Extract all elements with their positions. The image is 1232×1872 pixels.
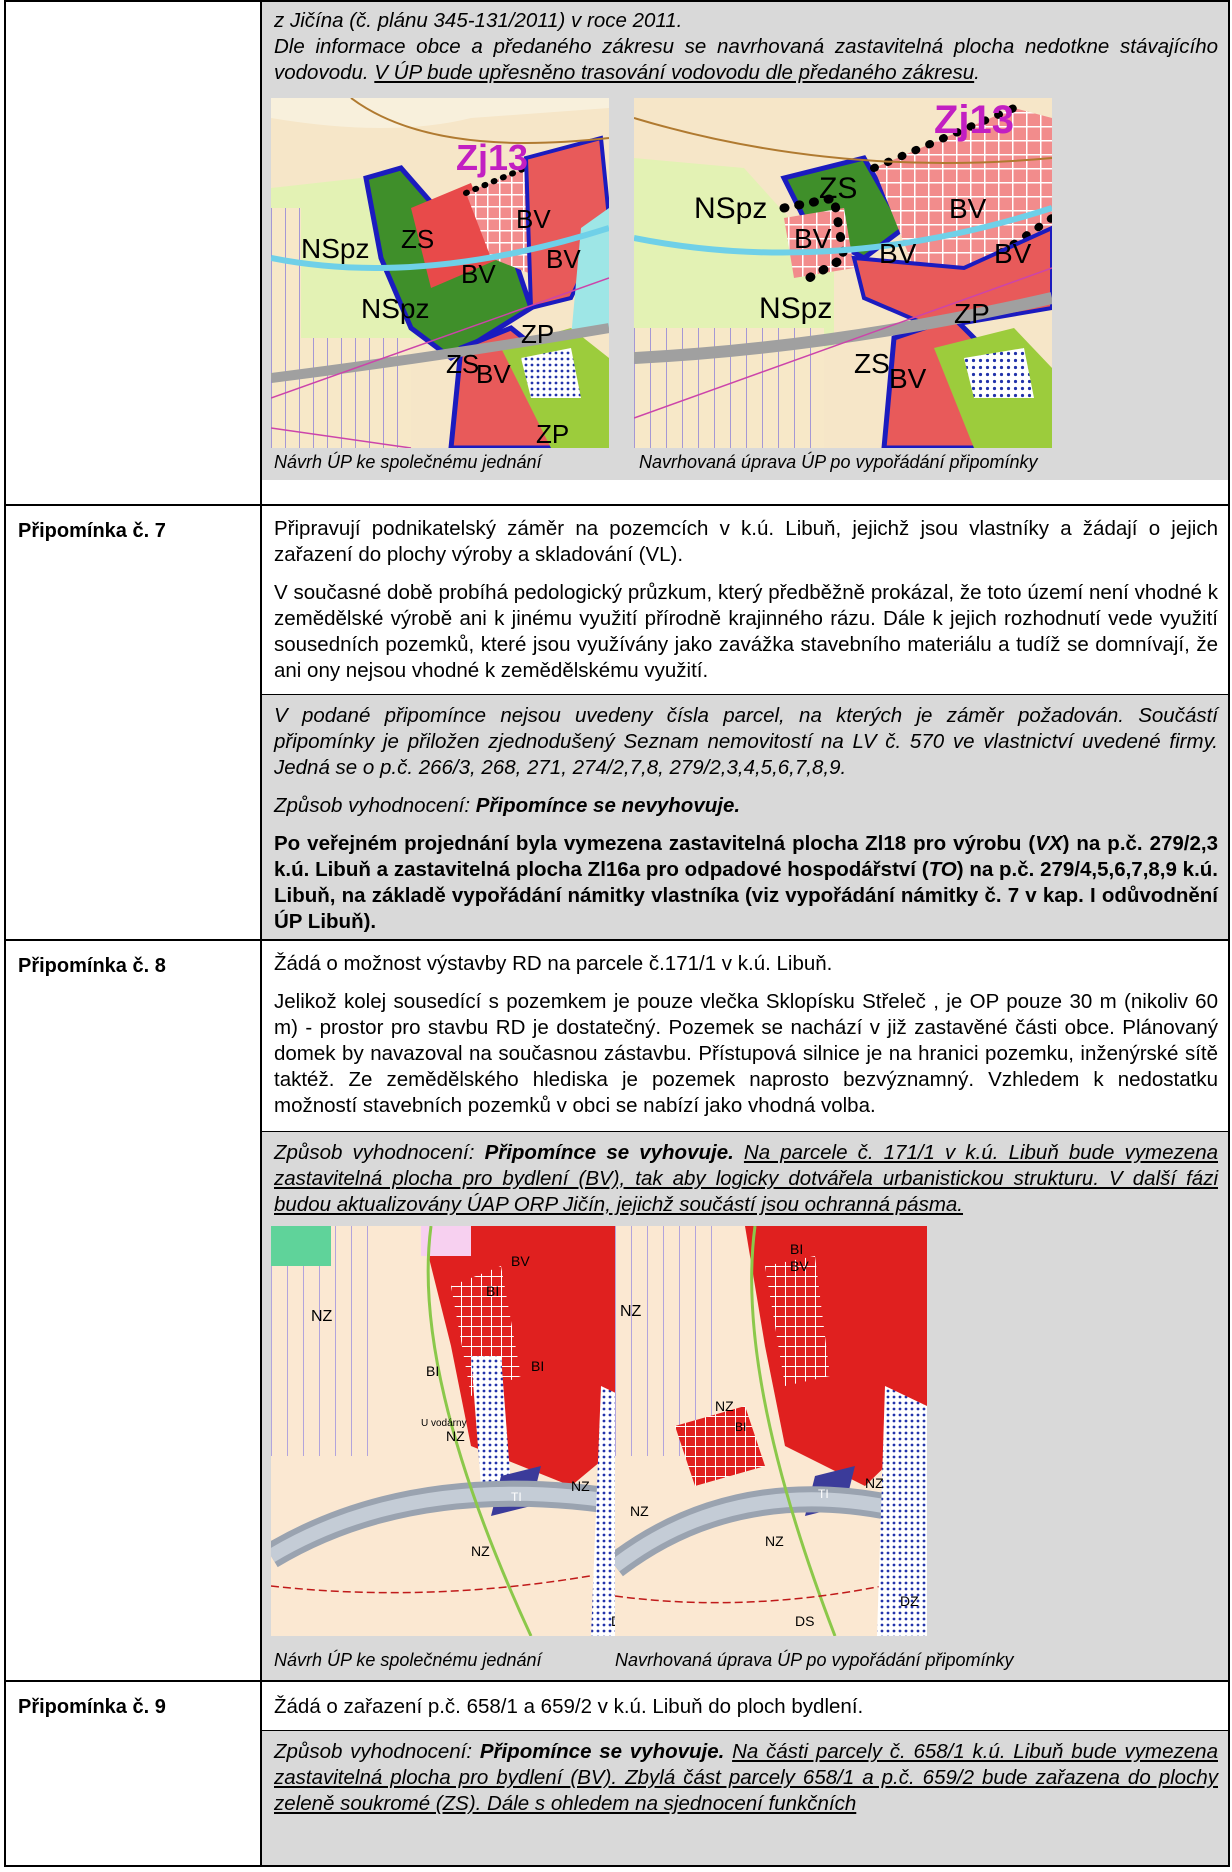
map-label: NSpz [361, 293, 429, 324]
map-label: BV [949, 193, 987, 224]
paragraph: Žádá o možnost výstavby RD na parcele č.… [274, 952, 833, 975]
map-label: ZP [954, 298, 990, 329]
map-label: ZS [854, 348, 890, 379]
map-caption-proposal: Návrh ÚP ke společnému jednání [274, 1650, 542, 1670]
map-label: ZS [819, 172, 857, 205]
map-label: BV [994, 238, 1032, 269]
paragraph: V podané připomínce nejsou uvedeny čísla… [274, 704, 1218, 779]
map-label: NZ [571, 1478, 590, 1494]
map-label: NZ [446, 1428, 465, 1444]
map-image-proposal: NZ BV BI BI BI U vodárny NZ TI NZ NZ DZ [271, 1226, 643, 1636]
map-label: DS [795, 1613, 814, 1629]
map-label: TI [818, 1487, 829, 1501]
map-label: BI [486, 1283, 499, 1299]
map-label: BV [889, 363, 927, 394]
map-image-revision: Zj13 NSpz ZS BV BV BV BV NSpz ZP ZS BV [634, 98, 1052, 448]
map-label: ZP [521, 319, 554, 349]
map-label: BV [516, 204, 551, 234]
map-image-proposal: Zj13 NSpz ZS BV BV BV NSpz ZP ZS BV ZP [271, 98, 609, 448]
map-label: DZ [900, 1593, 919, 1609]
paragraph: Způsob vyhodnocení: Připomínce se vyhovu… [274, 1141, 1218, 1216]
text-line: z Jičína (č. plánu 345-131/2011) v roce … [274, 9, 683, 32]
map-label: ZS [446, 349, 479, 379]
text-line: Dle informace obce a předaného zákresu s… [274, 35, 1218, 84]
map-label: NZ [620, 1303, 642, 1320]
map-label: ZP [536, 419, 569, 448]
paragraph: Po veřejném projednání byla vymezena zas… [274, 832, 1218, 933]
map-comparison: Zj13 NSpz ZS BV BV BV NSpz ZP ZS BV ZP N… [262, 90, 1228, 480]
map-label: BV [794, 223, 832, 254]
row-body: z Jičína (č. plánu 345-131/2011) v roce … [260, 0, 1230, 506]
map-label: NZ [471, 1543, 490, 1559]
map-caption-revision: Navrhovaná úprava ÚP po vypořádání připo… [639, 452, 1038, 472]
paragraph: Způsob vyhodnocení: Připomínce se nevyho… [274, 794, 741, 817]
map-label: ZS [401, 224, 434, 254]
map-label: BV [879, 238, 917, 269]
row-body: Připravují podnikatelský záměr na pozemc… [260, 504, 1230, 941]
row-label: Připomínka č. 7 [4, 504, 262, 941]
table-row-comment-9: Připomínka č. 9 Žádá o zařazení p.č. 658… [4, 1680, 1230, 1867]
map-label: NZ [765, 1533, 784, 1549]
table-row-comment-6: z Jičína (č. plánu 345-131/2011) v roce … [4, 0, 1230, 506]
map-label: NSpz [301, 233, 369, 264]
comments-table: z Jičína (č. plánu 345-131/2011) v roce … [4, 0, 1230, 1867]
map-label: NZ [715, 1398, 734, 1414]
map-label: BI [790, 1241, 803, 1257]
table-row-comment-7: Připomínka č. 7 Připravují podnikatelský… [4, 504, 1230, 941]
row-body: Žádá o zařazení p.č. 658/1 a 659/2 v k.ú… [260, 1680, 1230, 1867]
map-label-zj13: Zj13 [934, 98, 1014, 142]
map-label: NZ [865, 1475, 884, 1491]
paragraph: Jelikož kolej sousedící s pozemkem je po… [274, 990, 1218, 1117]
map-label: BV [546, 244, 581, 274]
map-caption-revision: Navrhovaná úprava ÚP po vypořádání připo… [615, 1650, 1014, 1670]
map-label: NZ [630, 1503, 649, 1519]
row-label: Připomínka č. 9 [4, 1680, 262, 1867]
paragraph: Žádá o zařazení p.č. 658/1 a 659/2 v k.ú… [274, 1695, 864, 1718]
paragraph: V současné době probíhá pedologický průz… [274, 581, 1218, 682]
paragraph: Připravují podnikatelský záměr na pozemc… [274, 517, 1218, 566]
map-comparison: NZ BV BI BI BI U vodárny NZ TI NZ NZ DZ … [262, 1220, 1228, 1680]
map-label: NZ [311, 1308, 333, 1325]
map-label: BV [790, 1258, 809, 1274]
map-label: TI [511, 1490, 522, 1504]
row-label-empty [4, 0, 262, 506]
table-row-comment-8: Připomínka č. 8 Žádá o možnost výstavby … [4, 939, 1230, 1682]
underlined-text: V ÚP bude upřesněno trasování vodovodu d… [374, 61, 975, 84]
map-label: BV [476, 359, 511, 389]
map-label: BI [531, 1358, 544, 1374]
map-label: BV [511, 1253, 530, 1269]
map-caption-proposal: Návrh ÚP ke společnému jednání [274, 452, 542, 472]
map-label: BI [735, 1420, 746, 1434]
row-body: Žádá o možnost výstavby RD na parcele č.… [260, 939, 1230, 1682]
paragraph: Způsob vyhodnocení: Připomínce se vyhovu… [274, 1740, 1218, 1815]
row-label: Připomínka č. 8 [4, 939, 262, 1682]
map-image-revision: NZ BV BI NZ BI TI NZ NZ NZ DZ DS [615, 1226, 927, 1636]
map-label: BI [426, 1363, 439, 1379]
map-label: NSpz [759, 292, 832, 325]
map-label: U vodárny [421, 1418, 467, 1429]
map-label-zj13: Zj13 [456, 137, 528, 178]
map-label: BV [461, 259, 496, 289]
map-label: NSpz [694, 192, 767, 225]
